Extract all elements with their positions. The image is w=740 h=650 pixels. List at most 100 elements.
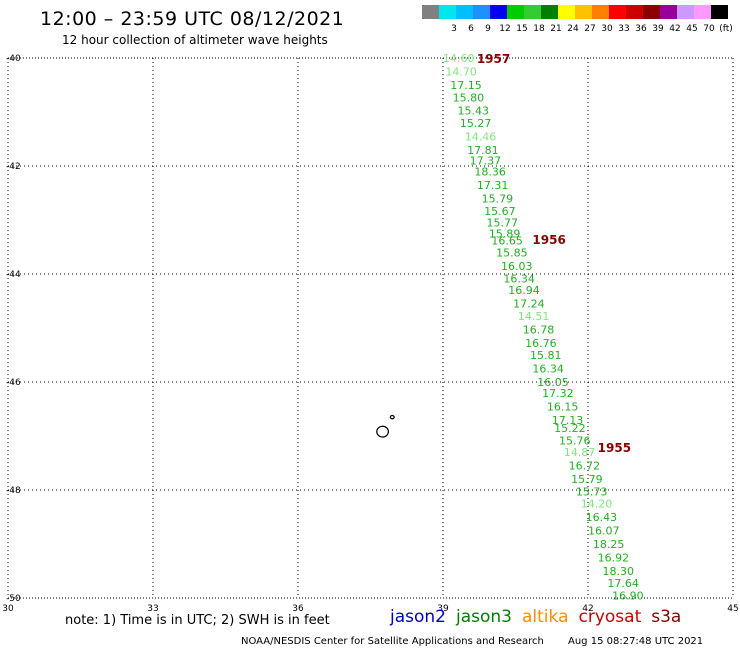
legend-value-label: 21 [550,24,562,34]
longitude-tick-label: 42 [582,604,593,614]
longitude-labels: 30 33 36 39 42 45 [2,604,738,614]
map-note: note: 1) Time is in UTC; 2) SWH is in fe… [65,613,330,628]
wave-height-value: 15.22 [554,422,586,435]
footer-timestamp: Aug 15 08:27:48 UTC 2021 [568,636,704,647]
legend-swatch [473,5,490,19]
mission-label-cryosat: cryosat [578,607,642,627]
wave-height-value: 14.20 [581,498,613,511]
wave-height-value: 17.31 [477,179,509,192]
legend-swatch [643,5,660,19]
longitude-tick-label: 33 [147,604,158,614]
wave-height-value: 17.24 [513,298,545,311]
wave-height-value: 15.79 [571,473,603,486]
wave-height-value: 14.60 [443,52,475,65]
wave-height-value: 15.76 [559,434,591,447]
land-outlines [376,414,395,438]
map-subtitle: 12 hour collection of altimeter wave hei… [62,33,328,47]
mission-label-jason2: jason2 [390,607,446,627]
pass-time-label: 1955 [598,441,631,455]
wave-height-value: 16.72 [569,460,601,473]
map-title: 12:00 – 23:59 UTC 08/12/2021 [40,8,345,30]
wave-height-value: 15.79 [482,192,513,205]
legend-value-label: 12 [499,24,511,34]
wave-height-value: 16.76 [525,337,557,350]
footer-credit: NOAA/NESDIS Center for Satellite Applica… [241,636,544,647]
latitude-tick-label: -40 [6,54,21,64]
pass-time-label: 1957 [477,52,510,66]
wave-height-value: 16.03 [501,260,533,273]
wave-height-value: 15.81 [530,349,562,362]
wave-height-value: 18.36 [474,165,506,178]
latitude-tick-label: -50 [6,594,21,604]
island-outline [389,414,395,420]
longitude-tick-label: 30 [2,604,14,614]
pass-labels: 1957 1956 1955 [477,52,631,455]
latitude-labels: -40 -42 -44 -46 -48 -50 [6,54,21,604]
legend-value-label: 9 [485,24,491,34]
legend-swatch [456,5,473,19]
latitude-tick-label: -44 [6,270,21,280]
wave-height-value: 17.15 [450,79,482,92]
wave-height-value: 17.81 [467,144,499,157]
wave-height-value: 16.34 [532,363,564,376]
legend-value-label: 27 [584,24,596,34]
mission-legend: jason2 jason3 altika cryosat s3a [390,607,691,627]
legend-value-label: 36 [635,24,647,34]
legend-value-label: 70 [703,24,715,34]
latitude-tick-label: -42 [6,162,21,172]
wave-height-value: 17.13 [552,414,584,427]
legend-swatch [422,5,439,19]
legend-swatch [592,5,609,19]
wave-height-value: 16.43 [586,511,618,524]
wave-height-value: 15.80 [453,91,485,104]
mission-label-altika: altika [522,607,569,627]
wave-height-value: 16.05 [537,376,569,389]
legend-value-label: 6 [468,24,474,34]
wave-height-value: 15.89 [489,228,520,241]
longitude-tick-label: 39 [437,604,449,614]
legend-swatch [558,5,575,19]
wave-height-value: 16.92 [598,552,630,565]
legend-swatch [507,5,524,19]
legend-value-label: 18 [533,24,545,34]
pass-time-label: 1956 [532,233,565,247]
wave-height-value: 16.78 [523,324,555,337]
latitude-tick-label: -46 [6,378,21,388]
wave-height-value: 16.65 [491,235,523,248]
wave-height-value: 14.87 [564,446,596,459]
legend-value-label: 39 [652,24,664,34]
wave-height-value: 16.34 [503,272,534,285]
latitude-tick-label: -48 [6,486,21,496]
wave-height-value: 17.32 [542,387,574,400]
wave-height-value: 18.30 [603,565,635,578]
legend-value-label: 24 [567,24,579,34]
legend-value-label: 15 [516,24,528,34]
legend-swatch [660,5,677,19]
legend-swatch [677,5,694,19]
satellite-track: 14.6014.7017.1515.8015.4315.2714.4617.81… [443,52,644,602]
wave-height-value: 16.07 [588,525,620,538]
legend-swatch [711,5,728,19]
wave-height-value: 16.94 [508,284,540,297]
legend-unit-label: (ft) [719,24,733,34]
wave-height-value: 15.85 [496,246,527,259]
legend-value-label: 3 [451,24,457,34]
legend-value-label: 30 [601,24,613,34]
wave-height-value: 15.73 [576,486,608,499]
legend-value-label: 33 [618,24,630,34]
longitude-tick-label: 36 [292,604,304,614]
wave-height-value: 14.70 [445,66,477,79]
wave-height-value: 15.27 [460,117,492,130]
legend-swatch [609,5,626,19]
legend-swatch [575,5,592,19]
wave-height-value: 14.46 [465,130,497,143]
mission-label-s3a: s3a [651,607,682,627]
mission-label-jason3: jason3 [456,607,512,627]
legend-swatch [524,5,541,19]
wave-height-value: 15.67 [484,205,516,218]
legend-swatch [626,5,643,19]
legend-value-label: 42 [669,24,681,34]
wave-height-value: 16.90 [612,589,644,602]
wave-height-value: 16.15 [547,400,579,413]
